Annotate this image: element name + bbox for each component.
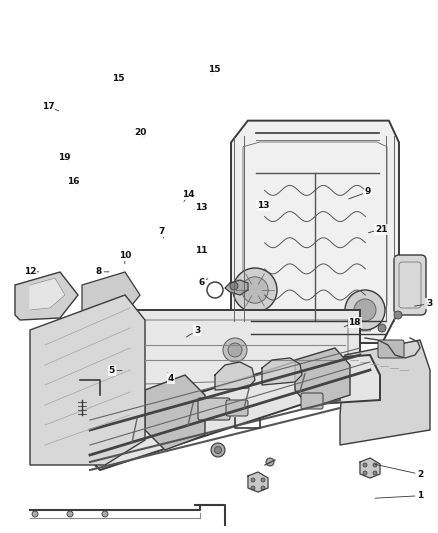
Circle shape — [228, 343, 242, 357]
Circle shape — [261, 478, 265, 482]
Polygon shape — [340, 340, 430, 445]
Circle shape — [251, 478, 255, 482]
Text: 8: 8 — [95, 268, 102, 276]
Text: 2: 2 — [417, 470, 424, 479]
Circle shape — [223, 338, 247, 362]
Polygon shape — [262, 358, 302, 385]
Circle shape — [394, 311, 402, 319]
Text: 14: 14 — [182, 190, 194, 199]
Polygon shape — [225, 280, 248, 295]
Polygon shape — [215, 362, 255, 390]
Text: 9: 9 — [365, 188, 371, 196]
Text: 12: 12 — [24, 268, 36, 276]
Polygon shape — [30, 295, 145, 465]
Text: 15: 15 — [208, 65, 221, 74]
Polygon shape — [231, 120, 399, 343]
Circle shape — [373, 463, 377, 467]
Text: 15: 15 — [112, 75, 124, 83]
FancyBboxPatch shape — [394, 255, 426, 315]
FancyBboxPatch shape — [226, 400, 248, 416]
Circle shape — [363, 471, 367, 475]
Polygon shape — [295, 348, 350, 408]
Text: 16: 16 — [67, 177, 80, 185]
FancyBboxPatch shape — [301, 393, 323, 409]
Circle shape — [266, 458, 274, 466]
Polygon shape — [248, 472, 268, 492]
Circle shape — [102, 511, 108, 517]
Polygon shape — [145, 375, 205, 450]
Text: 7: 7 — [159, 228, 165, 236]
Polygon shape — [15, 272, 78, 320]
Text: 21: 21 — [375, 225, 387, 233]
Circle shape — [354, 299, 376, 321]
Circle shape — [363, 463, 367, 467]
Text: 20: 20 — [134, 128, 146, 136]
Text: 17: 17 — [42, 102, 54, 111]
Text: 3: 3 — [194, 326, 200, 335]
Circle shape — [242, 277, 268, 303]
Text: 6: 6 — [198, 278, 205, 287]
Circle shape — [345, 290, 385, 330]
Text: 18: 18 — [349, 318, 361, 327]
Polygon shape — [30, 278, 65, 310]
Circle shape — [230, 282, 238, 290]
Circle shape — [251, 486, 255, 490]
Polygon shape — [82, 272, 140, 320]
Circle shape — [261, 486, 265, 490]
Text: 19: 19 — [59, 153, 71, 161]
Circle shape — [215, 447, 222, 454]
FancyBboxPatch shape — [198, 398, 230, 420]
Text: 11: 11 — [195, 246, 208, 255]
Text: 13: 13 — [195, 204, 208, 212]
Polygon shape — [360, 458, 380, 478]
Text: 1: 1 — [417, 491, 424, 500]
Circle shape — [32, 511, 38, 517]
Text: 10: 10 — [119, 252, 131, 260]
Text: 13: 13 — [257, 201, 269, 209]
Circle shape — [233, 268, 277, 312]
Text: 5: 5 — [109, 366, 115, 375]
Circle shape — [67, 511, 73, 517]
FancyBboxPatch shape — [378, 340, 404, 358]
Text: 3: 3 — [426, 300, 432, 308]
Circle shape — [378, 324, 386, 332]
Polygon shape — [95, 310, 360, 395]
Text: 4: 4 — [168, 374, 174, 383]
Polygon shape — [85, 355, 380, 470]
Circle shape — [211, 443, 225, 457]
Circle shape — [373, 471, 377, 475]
